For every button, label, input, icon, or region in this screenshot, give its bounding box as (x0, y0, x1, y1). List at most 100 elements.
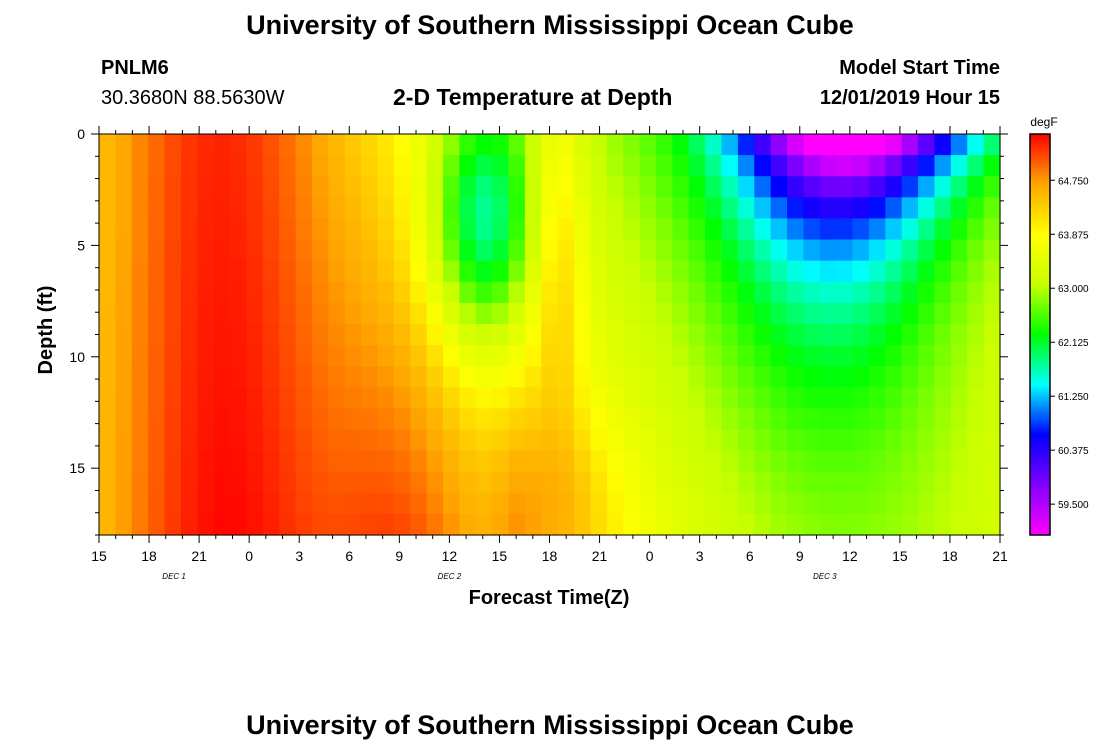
heatmap-cell (115, 239, 133, 262)
heatmap-cell (459, 387, 477, 409)
heatmap-cell (967, 492, 985, 515)
heatmap-cell (295, 323, 313, 346)
heatmap-cell (819, 218, 837, 241)
heatmap-cell (492, 176, 510, 198)
heatmap-cell (115, 450, 133, 473)
heatmap-cell (606, 366, 624, 388)
heatmap-cell (754, 218, 772, 241)
heatmap-cell (99, 134, 116, 156)
heatmap-cell (901, 218, 919, 241)
heatmap-cell (918, 260, 936, 283)
heatmap-cell (508, 429, 526, 452)
heatmap-cell (639, 197, 657, 220)
heatmap-cell (541, 429, 559, 452)
heatmap-cell (524, 408, 542, 431)
heatmap-cell (377, 260, 395, 283)
heatmap-cell (754, 429, 772, 452)
heatmap-cell (852, 323, 870, 346)
heatmap-cell (426, 513, 444, 536)
colorbar-ticks: 59.500 60.375 61.250 62.125 63.000 63.875 64.7… (1050, 176, 1089, 511)
heatmap-cell (295, 492, 313, 515)
heatmap-cell (230, 387, 248, 409)
heatmap-cell (983, 492, 1001, 515)
heatmap-cell (279, 260, 297, 283)
heatmap-cell (115, 281, 133, 304)
heatmap-cell (410, 450, 428, 473)
x-tick-label: 3 (295, 548, 303, 564)
heatmap-cell (918, 345, 936, 367)
heatmap-cell (443, 429, 460, 452)
heatmap-cell (131, 302, 149, 325)
heatmap-cell (230, 345, 248, 367)
heatmap-cell (131, 176, 149, 198)
heatmap-cell (705, 155, 723, 177)
heatmap-cell (885, 260, 903, 283)
heatmap-cell (131, 387, 149, 409)
heatmap-cell (639, 345, 657, 367)
heatmap-cell (164, 345, 182, 367)
heatmap-cell (983, 260, 1001, 283)
heatmap-cell (852, 176, 870, 198)
heatmap-cell (524, 387, 542, 409)
heatmap-cell (197, 429, 215, 452)
heatmap-cell (524, 260, 542, 283)
heatmap-cell (426, 134, 444, 156)
heatmap-cell (574, 345, 592, 367)
heatmap-cell (492, 345, 510, 367)
heatmap-cell (934, 492, 952, 515)
heatmap-cell (672, 492, 690, 515)
page-title-bottom: University of Southern Mississippi Ocean… (246, 710, 854, 740)
heatmap-cell (852, 345, 870, 367)
heatmap-cell (131, 134, 149, 156)
heatmap-cell (508, 176, 526, 198)
heatmap-cell (459, 408, 477, 431)
heatmap-cell (213, 429, 231, 452)
heatmap-cell (492, 366, 510, 388)
heatmap-cell (164, 513, 182, 536)
heatmap-cell (639, 387, 657, 409)
heatmap-cell (672, 260, 690, 283)
heatmap-cell (393, 239, 411, 262)
heatmap-cell (623, 366, 641, 388)
heatmap-cell (459, 302, 477, 325)
x-tick-label: 12 (442, 548, 458, 564)
heatmap-cell (246, 492, 264, 515)
heatmap-cell (246, 471, 264, 494)
heatmap-cell (983, 239, 1001, 262)
heatmap-cell (230, 408, 248, 431)
heatmap-cell (459, 429, 477, 452)
heatmap-cell (868, 218, 886, 241)
heatmap-cell (836, 429, 854, 452)
heatmap-cell (230, 197, 248, 220)
heatmap-cell (393, 281, 411, 304)
heatmap-cell (524, 134, 542, 156)
heatmap-cell (983, 429, 1001, 452)
heatmap-cell (803, 218, 821, 241)
heatmap-cell (770, 134, 788, 156)
heatmap-cell (230, 239, 248, 262)
heatmap-cell (590, 345, 608, 367)
heatmap-cell (262, 471, 280, 494)
heatmap-cell (868, 492, 886, 515)
heatmap-cell (754, 513, 772, 536)
heatmap-cell (950, 429, 968, 452)
heatmap-cell (934, 134, 952, 156)
heatmap-cell (262, 492, 280, 515)
heatmap-cell (213, 450, 231, 473)
heatmap-cell (688, 345, 706, 367)
heatmap-cell (377, 471, 395, 494)
date-label: DEC 3 (813, 572, 837, 581)
heatmap-cell (410, 345, 428, 367)
heatmap-cell (410, 218, 428, 241)
heatmap-cell (737, 218, 755, 241)
heatmap-cell (688, 492, 706, 515)
heatmap-cell (180, 260, 198, 283)
heatmap-cell (852, 387, 870, 409)
heatmap-cell (672, 387, 690, 409)
heatmap-cell (410, 387, 428, 409)
heatmap-cell (754, 450, 772, 473)
heatmap-cell (197, 197, 215, 220)
heatmap-cell (459, 176, 477, 198)
heatmap-cell (655, 197, 673, 220)
heatmap-cell (295, 239, 313, 262)
